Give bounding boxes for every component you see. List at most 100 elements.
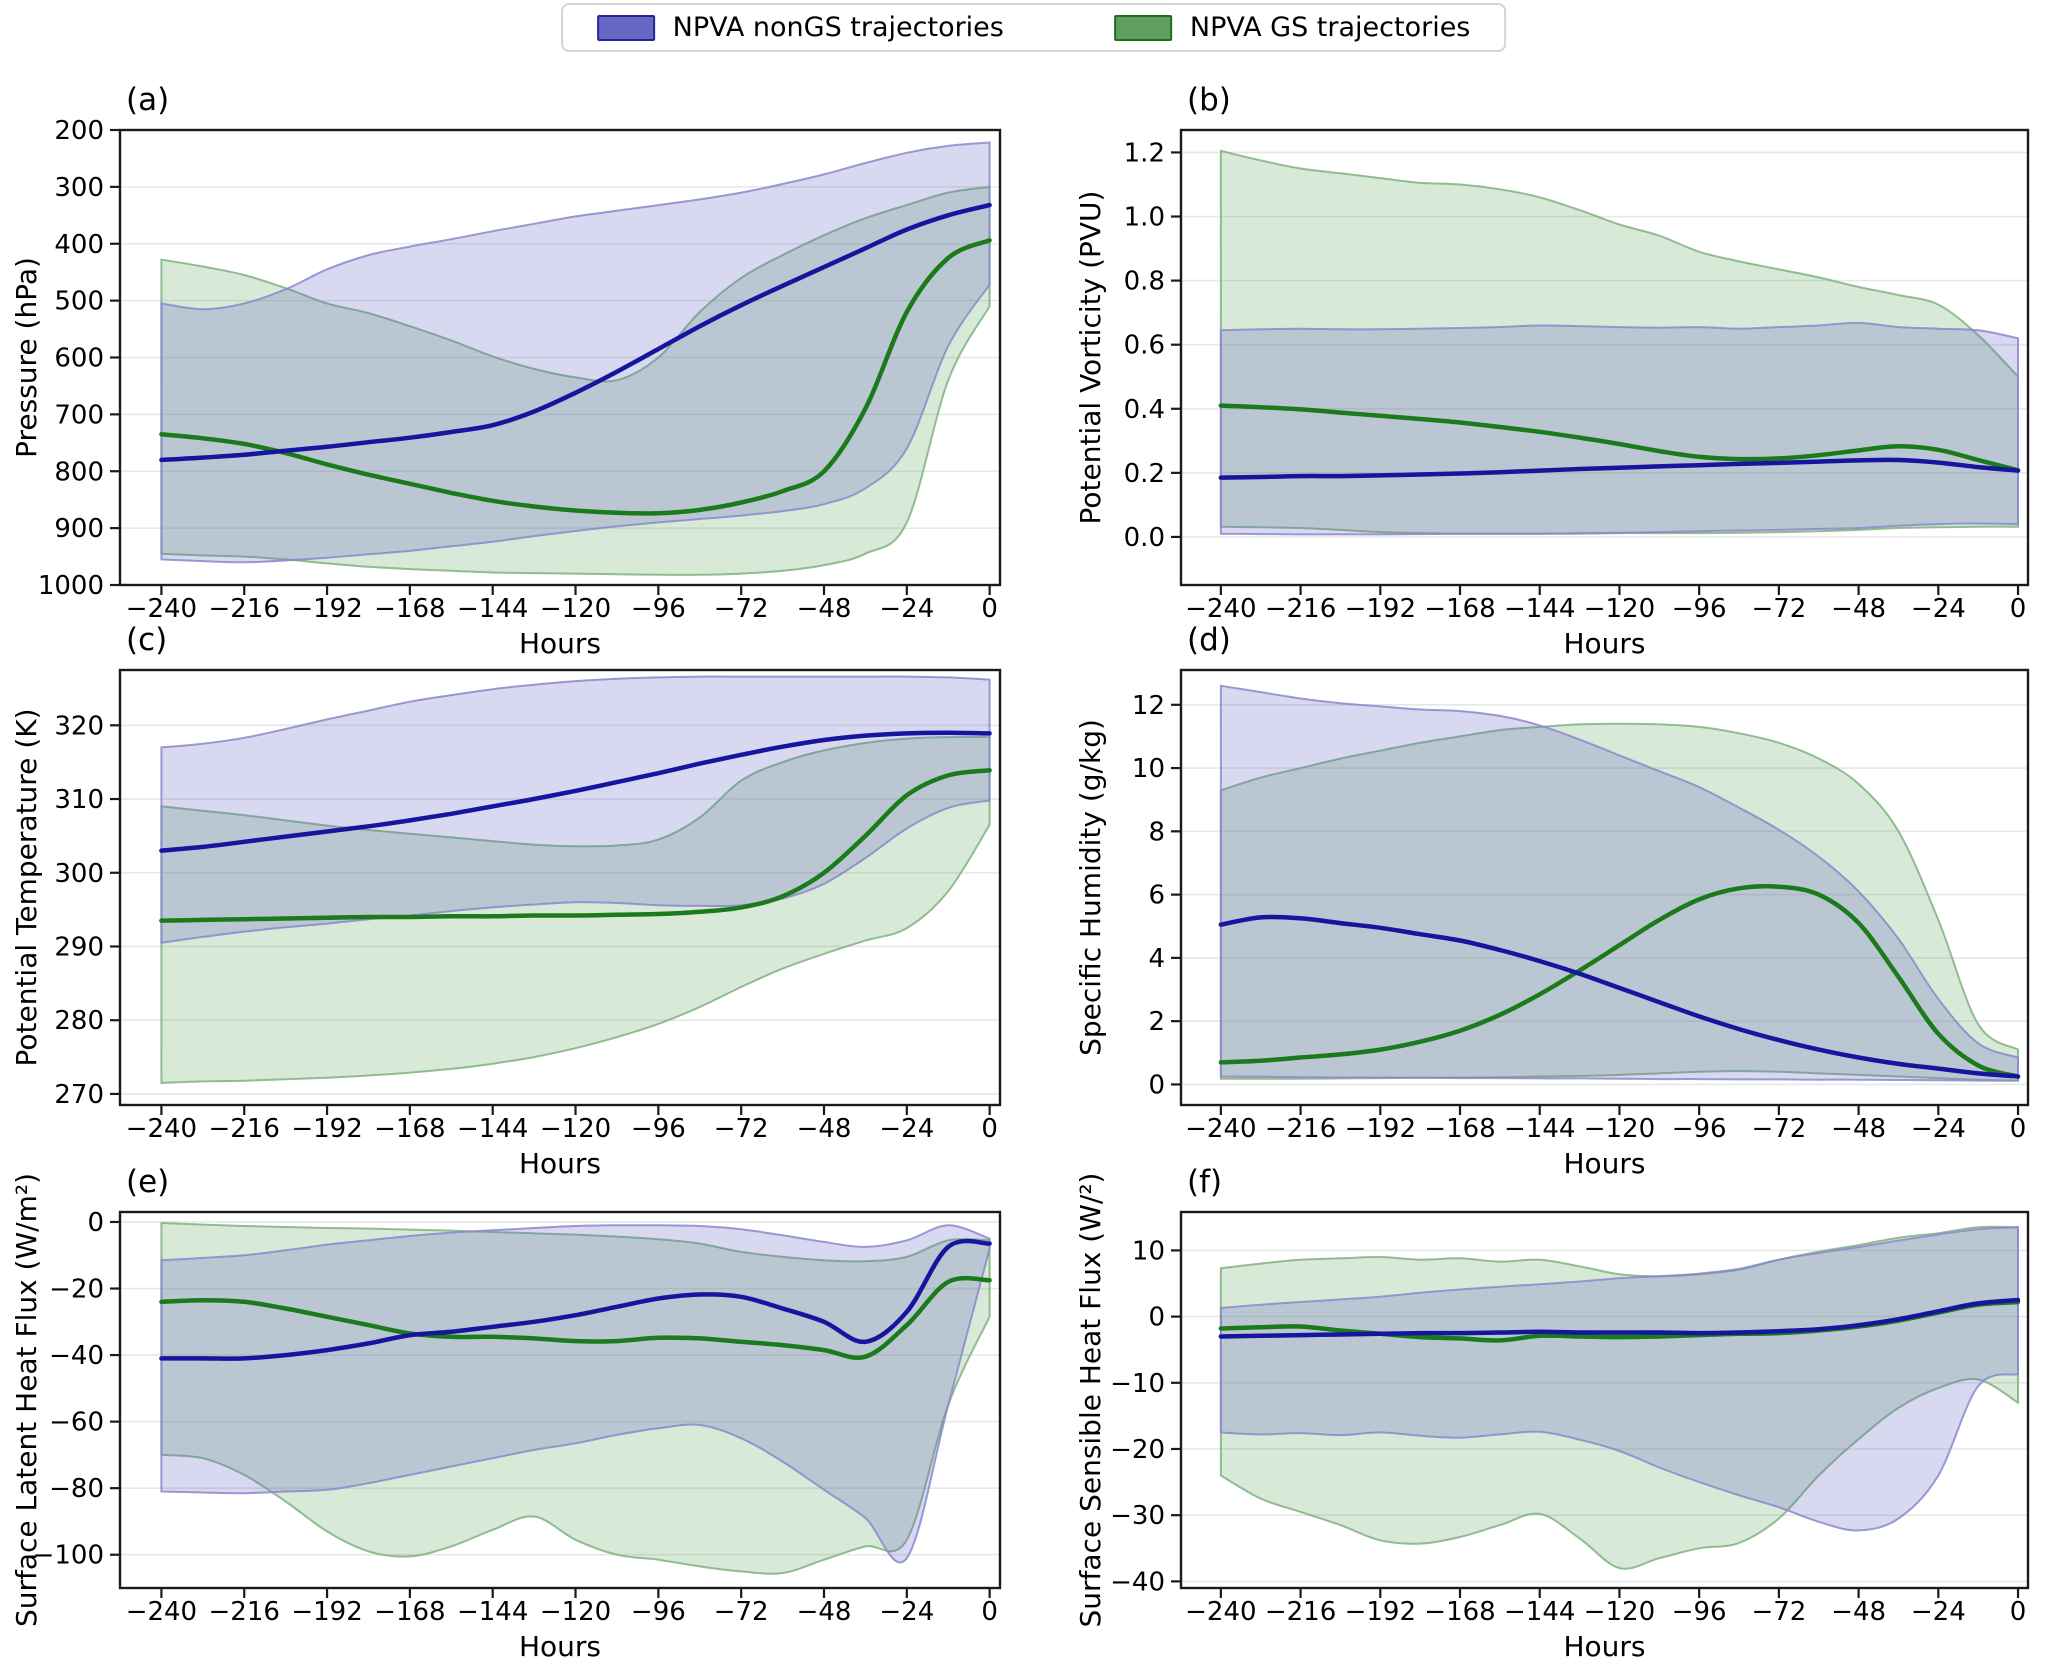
x-tick-label: −144 [457,1114,528,1144]
x-tick-label: −120 [1584,1597,1655,1627]
GS-median-line [1218,403,2021,473]
x-tick-label: −48 [797,1597,852,1627]
x-axis-label: Hours [1563,627,1645,660]
y-axis-label: Surface Latent Heat Flux (W/m²) [10,1173,43,1627]
x-tick-label: −72 [1751,594,1806,624]
x-tick-label: −48 [797,1114,852,1144]
GS-median-line [159,768,992,923]
x-tick-label: 0 [2010,594,2027,624]
x-tick-label: −240 [126,594,197,624]
y-axis-label: Pressure (hPa) [10,257,43,458]
y-tick-label: 4 [1148,944,1165,974]
panel-tag: (e) [126,1164,169,1200]
x-tick-label: −216 [1265,1597,1336,1627]
y-tick-label: 280 [54,1006,104,1036]
GS-median-line [159,1275,992,1360]
x-tick-label: −96 [1672,1597,1727,1627]
x-tick-label: −24 [879,1597,934,1627]
x-tick-label: −48 [1831,594,1886,624]
x-tick-label: −144 [1504,1597,1575,1627]
x-tick-label: −168 [374,594,445,624]
nonGS-band [1219,1226,2019,1532]
gs-swatch-icon [1113,14,1172,41]
x-tick-label: −144 [1504,1114,1575,1144]
x-tick-label: −48 [1831,1597,1886,1627]
x-tick-label: 0 [981,594,998,624]
legend-label-gs: NPVA GS trajectories [1189,12,1471,43]
y-tick-label: −30 [1110,1501,1165,1531]
x-tick-label: −240 [1185,1114,1256,1144]
y-tick-label: 0 [1148,1303,1165,1333]
y-tick-label: 8 [1148,817,1165,847]
y-tick-label: 0 [1148,1070,1165,1100]
GS-median-line [1218,883,2021,1079]
panel-tag: (b) [1187,82,1231,118]
plot-frame [118,668,1002,1107]
nonGS-median-line [159,1238,992,1361]
x-tick-label: −24 [1911,594,1966,624]
x-tick-label: −120 [1584,594,1655,624]
y-tick-label: 0.4 [1124,395,1165,425]
y-tick-label: 0.8 [1124,267,1165,297]
y-axis-label: Potential Temperature (K) [10,708,43,1066]
x-tick-label: −120 [540,1597,611,1627]
panel-e: 0−20−40−60−80−100−240 −216 −192 −168 −144 −12… [10,1164,1002,1663]
x-tick-label: −192 [291,1114,362,1144]
y-tick-label: 600 [54,344,104,374]
y-axis-label: Specific Humidity (g/kg) [1074,719,1107,1056]
y-tick-label: 300 [54,859,104,889]
y-tick-label: 10 [1132,1236,1165,1266]
x-tick-label: −168 [1424,1114,1495,1144]
x-tick-label: −144 [457,594,528,624]
x-tick-label: −48 [797,594,852,624]
plot-frame [1179,128,2030,587]
x-tick-label: −24 [879,1114,934,1144]
y-tick-label: 900 [54,514,104,544]
x-tick-label: −240 [1185,1597,1256,1627]
legend-label-nongs: NPVA nonGS trajectories [672,12,1004,43]
x-tick-label: −144 [457,1597,528,1627]
nonGS-band [1219,321,2019,536]
nonGS-median-line [159,202,992,463]
panel-tag: (f) [1187,1164,1222,1200]
y-axis-label: Surface Sensible Heat Flux (W/²) [1074,1173,1107,1628]
y-tick-label: 1.2 [1124,138,1165,168]
x-tick-label: 0 [981,1597,998,1627]
y-tick-label: 12 [1132,691,1165,721]
y-tick-label: −20 [49,1275,104,1305]
x-tick-label: −168 [1424,594,1495,624]
x-tick-label: −96 [631,594,686,624]
y-tick-label: 0.0 [1124,523,1165,553]
y-tick-label: 0.2 [1124,459,1165,489]
x-tick-label: −24 [1911,1597,1966,1627]
x-tick-label: 0 [2010,1114,2027,1144]
y-tick-label: 2 [1148,1007,1165,1037]
x-tick-label: −96 [1672,594,1727,624]
x-tick-label: −120 [1584,1114,1655,1144]
x-axis-label: Hours [1563,1147,1645,1180]
x-tick-label: 0 [2010,1597,2027,1627]
legend-item-gs: NPVA GS trajectories [1113,12,1471,43]
GS-median-line [159,238,992,516]
y-tick-label: 290 [54,932,104,962]
GS-band [160,735,991,1084]
x-tick-label: −168 [374,1597,445,1627]
y-tick-label: 700 [54,400,104,430]
x-tick-label: −216 [209,594,280,624]
y-tick-label: 500 [54,287,104,317]
nongs-swatch-icon [596,14,655,41]
y-tick-label: 0 [87,1208,104,1238]
y-tick-label: 1.0 [1124,203,1165,233]
y-tick-label: 320 [54,711,104,741]
y-tick-label: 10 [1132,754,1165,784]
y-tick-label: 1000 [38,571,104,601]
y-tick-label: 6 [1148,881,1165,911]
x-tick-label: −72 [1751,1597,1806,1627]
x-tick-label: −192 [1345,1597,1416,1627]
y-tick-label: 270 [54,1080,104,1110]
x-axis-label: Hours [1563,1630,1645,1663]
nonGS-median-line [1218,914,2021,1079]
x-tick-label: −240 [126,1597,197,1627]
